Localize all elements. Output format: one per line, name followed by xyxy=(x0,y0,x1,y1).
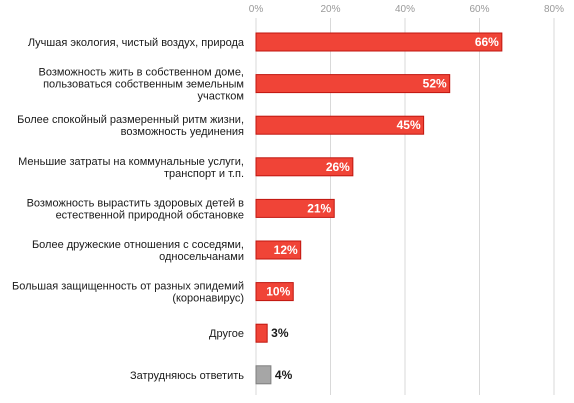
category-label: Большая защищенность от разных эпидемий(… xyxy=(12,281,244,305)
category-label: Более спокойный размеренный ритм жизни, в… xyxy=(17,114,244,138)
tick-labels: 0% 20% 40% 60% 80% xyxy=(249,4,564,15)
bars xyxy=(255,32,503,385)
x-tick-label: 0% xyxy=(249,4,264,15)
category-label-line: транспорт и т.п. xyxy=(164,168,244,180)
data-label: 45% xyxy=(397,118,421,132)
category-label: Возможность жить в собственном доме, поль… xyxy=(39,67,245,103)
bar xyxy=(255,282,294,302)
category-label: Более дружеские отношения с соседями, одн… xyxy=(32,239,244,263)
category-label-line: Более дружеские отношения с соседями, xyxy=(32,239,244,251)
category-label-line: естественной природной обстановке xyxy=(56,209,244,221)
bar xyxy=(255,240,302,260)
category-label-line: односельчанами xyxy=(159,251,244,263)
data-label: 10% xyxy=(266,285,290,299)
bar xyxy=(255,115,425,135)
x-tick-label: 80% xyxy=(544,4,564,15)
category-label-line: Другое xyxy=(209,328,244,340)
data-label: 21% xyxy=(307,201,331,215)
data-label: 12% xyxy=(274,243,298,257)
category-labels: Лучшая экология, чистый воздух, природа В… xyxy=(12,37,245,382)
x-tick-label: 60% xyxy=(469,4,489,15)
category-label-line: Возможность жить в собственном доме, xyxy=(39,67,245,79)
category-label-line: Затрудняюсь ответить xyxy=(130,370,244,382)
data-label: 3% xyxy=(271,326,289,340)
category-label-line: Лучшая экология, чистый воздух, природа xyxy=(28,37,245,49)
data-label: 66% xyxy=(475,35,499,49)
bar xyxy=(255,365,272,385)
x-tick-label: 40% xyxy=(395,4,415,15)
category-label: Затрудняюсь ответить xyxy=(130,370,244,382)
bar xyxy=(255,74,451,94)
category-label-line: Меньшие затраты на коммунальные услуги, xyxy=(18,156,244,168)
category-label-line: участком xyxy=(197,91,244,103)
category-label: Меньшие затраты на коммунальные услуги, т… xyxy=(18,156,244,180)
bar xyxy=(255,323,268,343)
bar xyxy=(255,32,503,52)
category-label-line: Большая защищенность от разных эпидемий xyxy=(12,281,244,293)
category-label: Другое xyxy=(209,328,244,340)
value-labels: 66% 52% 45% 26% 21% 12% 10% 3% 4% xyxy=(266,35,499,382)
bar xyxy=(255,198,335,218)
x-tick-label: 20% xyxy=(320,4,340,15)
category-label-line: Более спокойный размеренный ритм жизни, xyxy=(17,114,244,126)
category-label-line: Возможность вырастить здоровых детей в xyxy=(27,197,245,209)
data-label: 4% xyxy=(275,368,293,382)
category-label: Лучшая экология, чистый воздух, природа xyxy=(28,37,245,49)
category-label-line: (коронавирус) xyxy=(172,293,244,305)
category-label: Возможность вырастить здоровых детей в ес… xyxy=(27,197,245,221)
bar xyxy=(255,157,354,177)
category-label-line: возможность уединения xyxy=(121,126,244,138)
data-label: 26% xyxy=(326,160,350,174)
category-label-line: пользоваться собственным земельным xyxy=(43,79,244,91)
data-label: 52% xyxy=(423,77,447,91)
